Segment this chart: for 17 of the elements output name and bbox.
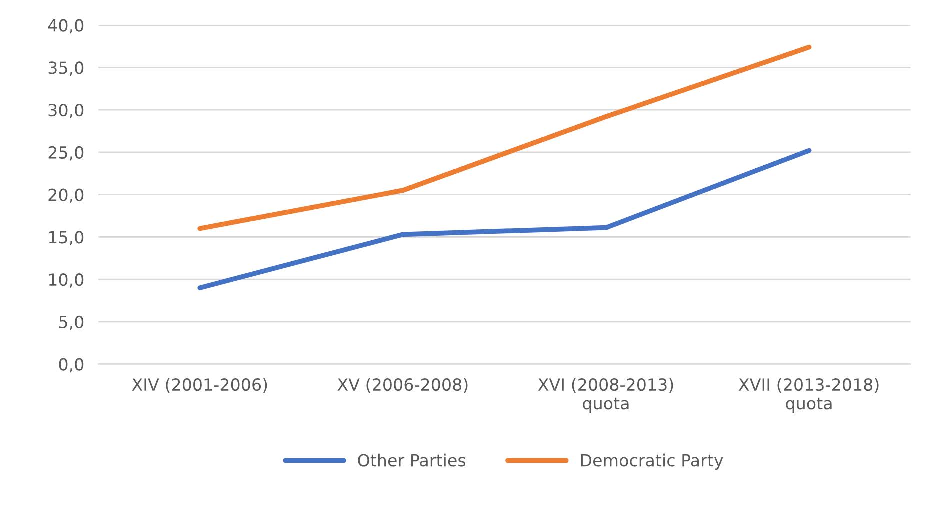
legend-label: Other Parties xyxy=(358,454,466,467)
y-tick-label: 35,0 xyxy=(48,62,84,76)
line-series xyxy=(198,44,812,232)
x-tick-label: XIV (2001-2006) xyxy=(132,378,268,394)
y-tick-label: 5,0 xyxy=(59,316,84,330)
x-tick-label: XVII (2013-2018) quota xyxy=(738,378,879,413)
line-series xyxy=(198,148,812,290)
y-tick-label: 40,0 xyxy=(48,19,84,34)
y-tick-label: 25,0 xyxy=(48,146,84,161)
x-tick-label: XV (2006-2008) xyxy=(338,378,468,394)
y-tick-label: 20,0 xyxy=(48,188,84,204)
y-tick-label: 30,0 xyxy=(48,104,84,118)
x-tick-label: XVI (2008-2013) quota xyxy=(538,378,674,413)
legend-label: Democratic Party xyxy=(581,454,724,470)
y-tick-label: 15,0 xyxy=(49,231,84,246)
y-tick-label: 10,0 xyxy=(49,274,84,288)
y-tick-label: 0,0 xyxy=(59,358,84,373)
